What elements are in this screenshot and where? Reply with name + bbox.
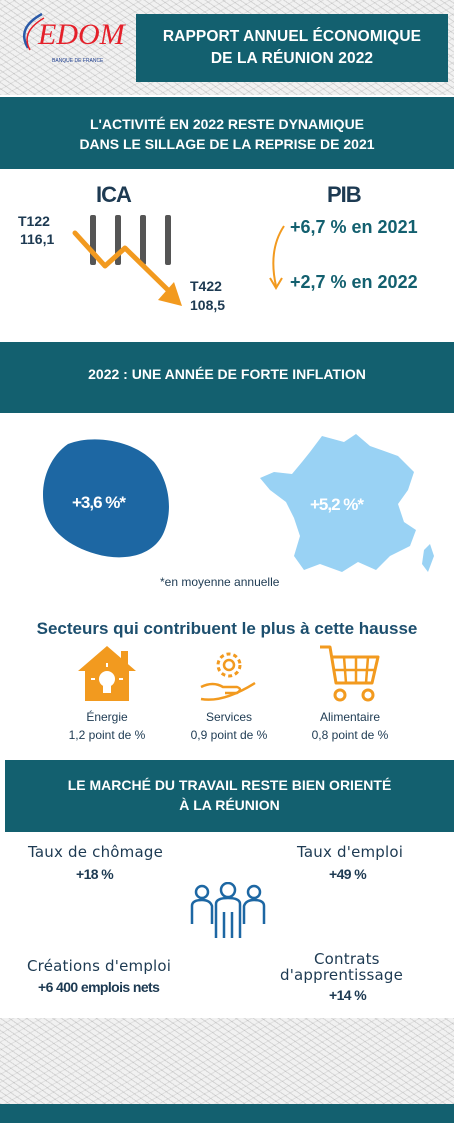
ica-bar-4 [165, 215, 171, 265]
sector-energie-name: Énergie [86, 710, 128, 724]
ica-bars [90, 215, 171, 265]
stat-apprentissage-value: +14 % [329, 987, 367, 1003]
sector-energie-value: 1,2 point de % [68, 728, 146, 742]
stat-emploi-label: Taux d'emploi [297, 843, 404, 861]
stat-emploi-value: +49 % [329, 866, 367, 882]
activity-title-band: L'ACTIVITÉ EN 2022 RESTE DYNAMIQUE DANS … [0, 97, 454, 169]
ica-end-label: T422 [190, 278, 222, 294]
france-map [260, 434, 434, 572]
activity-title-line2: DANS LE SILLAGE DE LA REPRISE DE 2021 [79, 136, 375, 152]
ica-start-value: 116,1 [20, 231, 55, 247]
logo-mark [23, 12, 45, 51]
sector-services-value: 0,9 point de % [190, 728, 268, 742]
stat-apprentissage-label-line1: Contrats [314, 950, 380, 968]
stat-apprentissage-label-line2: d'apprentissage [280, 966, 404, 984]
sector-alimentaire-value: 0,8 point de % [311, 728, 389, 742]
ica-bar-3 [140, 215, 146, 265]
reunion-inflation-value: +3,6 %* [72, 493, 126, 512]
logo-text: EDOM [38, 18, 125, 51]
inflation-footnote: *en moyenne annuelle [160, 575, 280, 589]
shopping-cart-icon [320, 645, 380, 702]
footer-band [0, 1104, 454, 1123]
sector-alimentaire-name: Alimentaire [319, 710, 381, 724]
labour-title-band: LE MARCHÉ DU TRAVAIL RESTE BIEN ORIENTÉ … [5, 760, 454, 832]
people-group-icon [190, 882, 266, 938]
pib-line-2021: +6,7 % en 2021 [290, 217, 418, 237]
sectors-title: Secteurs qui contribuent le plus à cette… [36, 619, 418, 638]
stat-creations-value: +6 400 emplois nets [38, 979, 160, 995]
pib-title: PIB [327, 182, 362, 207]
logo-subtitle: BANQUE DE FRANCE [52, 58, 104, 64]
report-title-box: RAPPORT ANNUEL ÉCONOMIQUE DE LA RÉUNION … [136, 14, 448, 82]
labour-title-line2: À LA RÉUNION [179, 797, 280, 813]
activity-title-line1: L'ACTIVITÉ EN 2022 RESTE DYNAMIQUE [89, 116, 365, 132]
pib-down-arrow-icon [269, 225, 285, 290]
stat-chomage-value: +18 % [76, 866, 114, 882]
ica-start-label: T122 [18, 213, 50, 229]
gear-hand-icon [200, 652, 256, 701]
stat-chomage-label: Taux de chômage [28, 843, 164, 861]
inflation-title: 2022 : UNE ANNÉE DE FORTE INFLATION [88, 366, 366, 382]
inflation-title-band: 2022 : UNE ANNÉE DE FORTE INFLATION [0, 342, 454, 413]
pib-line-2022: +2,7 % en 2022 [290, 272, 418, 292]
ica-bars-chart [72, 215, 182, 306]
report-title-line2: DE LA RÉUNION 2022 [210, 50, 374, 67]
ica-title: ICA [96, 182, 132, 207]
ica-arrow-head [158, 282, 182, 306]
ica-end-value: 108,5 [190, 297, 226, 313]
france-inflation-value: +5,2 %* [310, 495, 364, 514]
footer-decoration [0, 1018, 454, 1104]
stat-creations-label: Créations d'emploi [27, 957, 172, 975]
sector-services-name: Services [205, 710, 252, 724]
report-title-line1: RAPPORT ANNUEL ÉCONOMIQUE [162, 28, 422, 45]
logo: EDOM BANQUE DE FRANCE [14, 10, 130, 76]
labour-title-line1: LE MARCHÉ DU TRAVAIL RESTE BIEN ORIENTÉ [67, 777, 392, 793]
reunion-map [43, 439, 169, 558]
house-bulb-icon [78, 646, 136, 701]
ica-trend-arrow [72, 230, 173, 295]
